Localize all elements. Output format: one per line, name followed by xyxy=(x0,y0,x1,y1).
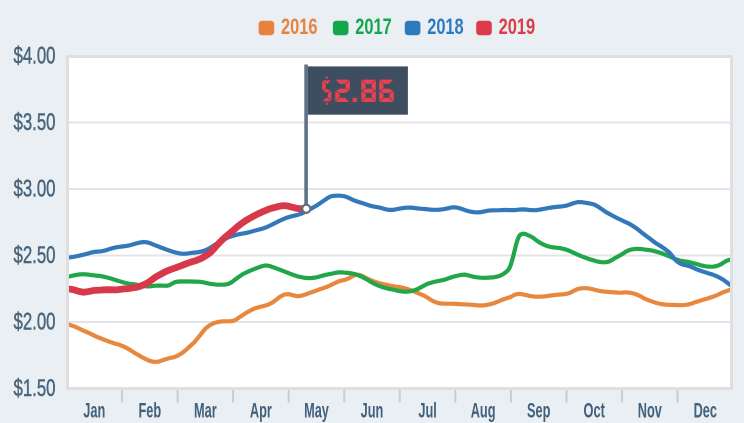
svg-text:Feb: Feb xyxy=(138,398,161,422)
svg-text:2018: 2018 xyxy=(427,14,464,39)
svg-text:$1.50: $1.50 xyxy=(14,375,56,402)
svg-text:$3.50: $3.50 xyxy=(14,109,56,136)
svg-text:Aug: Aug xyxy=(471,398,496,422)
svg-text:Jan: Jan xyxy=(83,398,105,422)
svg-text:Apr: Apr xyxy=(250,398,272,422)
svg-text:2016: 2016 xyxy=(281,14,318,39)
svg-text:Sep: Sep xyxy=(527,398,550,422)
svg-text:$4.00: $4.00 xyxy=(14,42,56,69)
svg-text:2019: 2019 xyxy=(499,14,535,39)
svg-text:Nov: Nov xyxy=(638,398,662,422)
svg-text:2017: 2017 xyxy=(355,14,392,39)
svg-text:Mar: Mar xyxy=(194,398,217,422)
svg-text:$3.00: $3.00 xyxy=(14,175,56,202)
svg-text:$2.50: $2.50 xyxy=(14,242,56,269)
svg-text:Oct: Oct xyxy=(584,398,605,422)
svg-text:Dec: Dec xyxy=(694,398,717,422)
svg-text:Jul: Jul xyxy=(418,398,437,422)
svg-text:Jun: Jun xyxy=(361,398,384,422)
svg-text:May: May xyxy=(304,398,329,422)
svg-text:$2.00: $2.00 xyxy=(14,308,56,335)
